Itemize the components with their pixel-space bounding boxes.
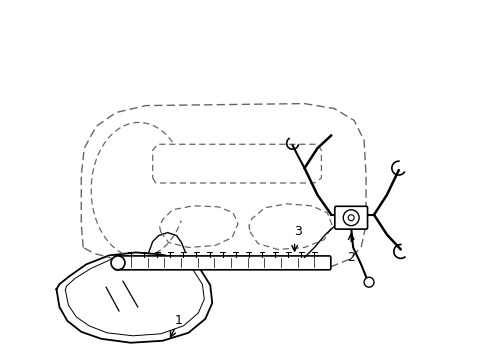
- FancyBboxPatch shape: [114, 256, 330, 270]
- Text: 2: 2: [346, 251, 354, 265]
- Circle shape: [364, 277, 373, 287]
- Text: 1: 1: [174, 314, 182, 327]
- FancyBboxPatch shape: [334, 206, 367, 229]
- Circle shape: [111, 256, 124, 270]
- Circle shape: [343, 210, 358, 226]
- Circle shape: [347, 215, 353, 221]
- Text: 3: 3: [293, 225, 301, 238]
